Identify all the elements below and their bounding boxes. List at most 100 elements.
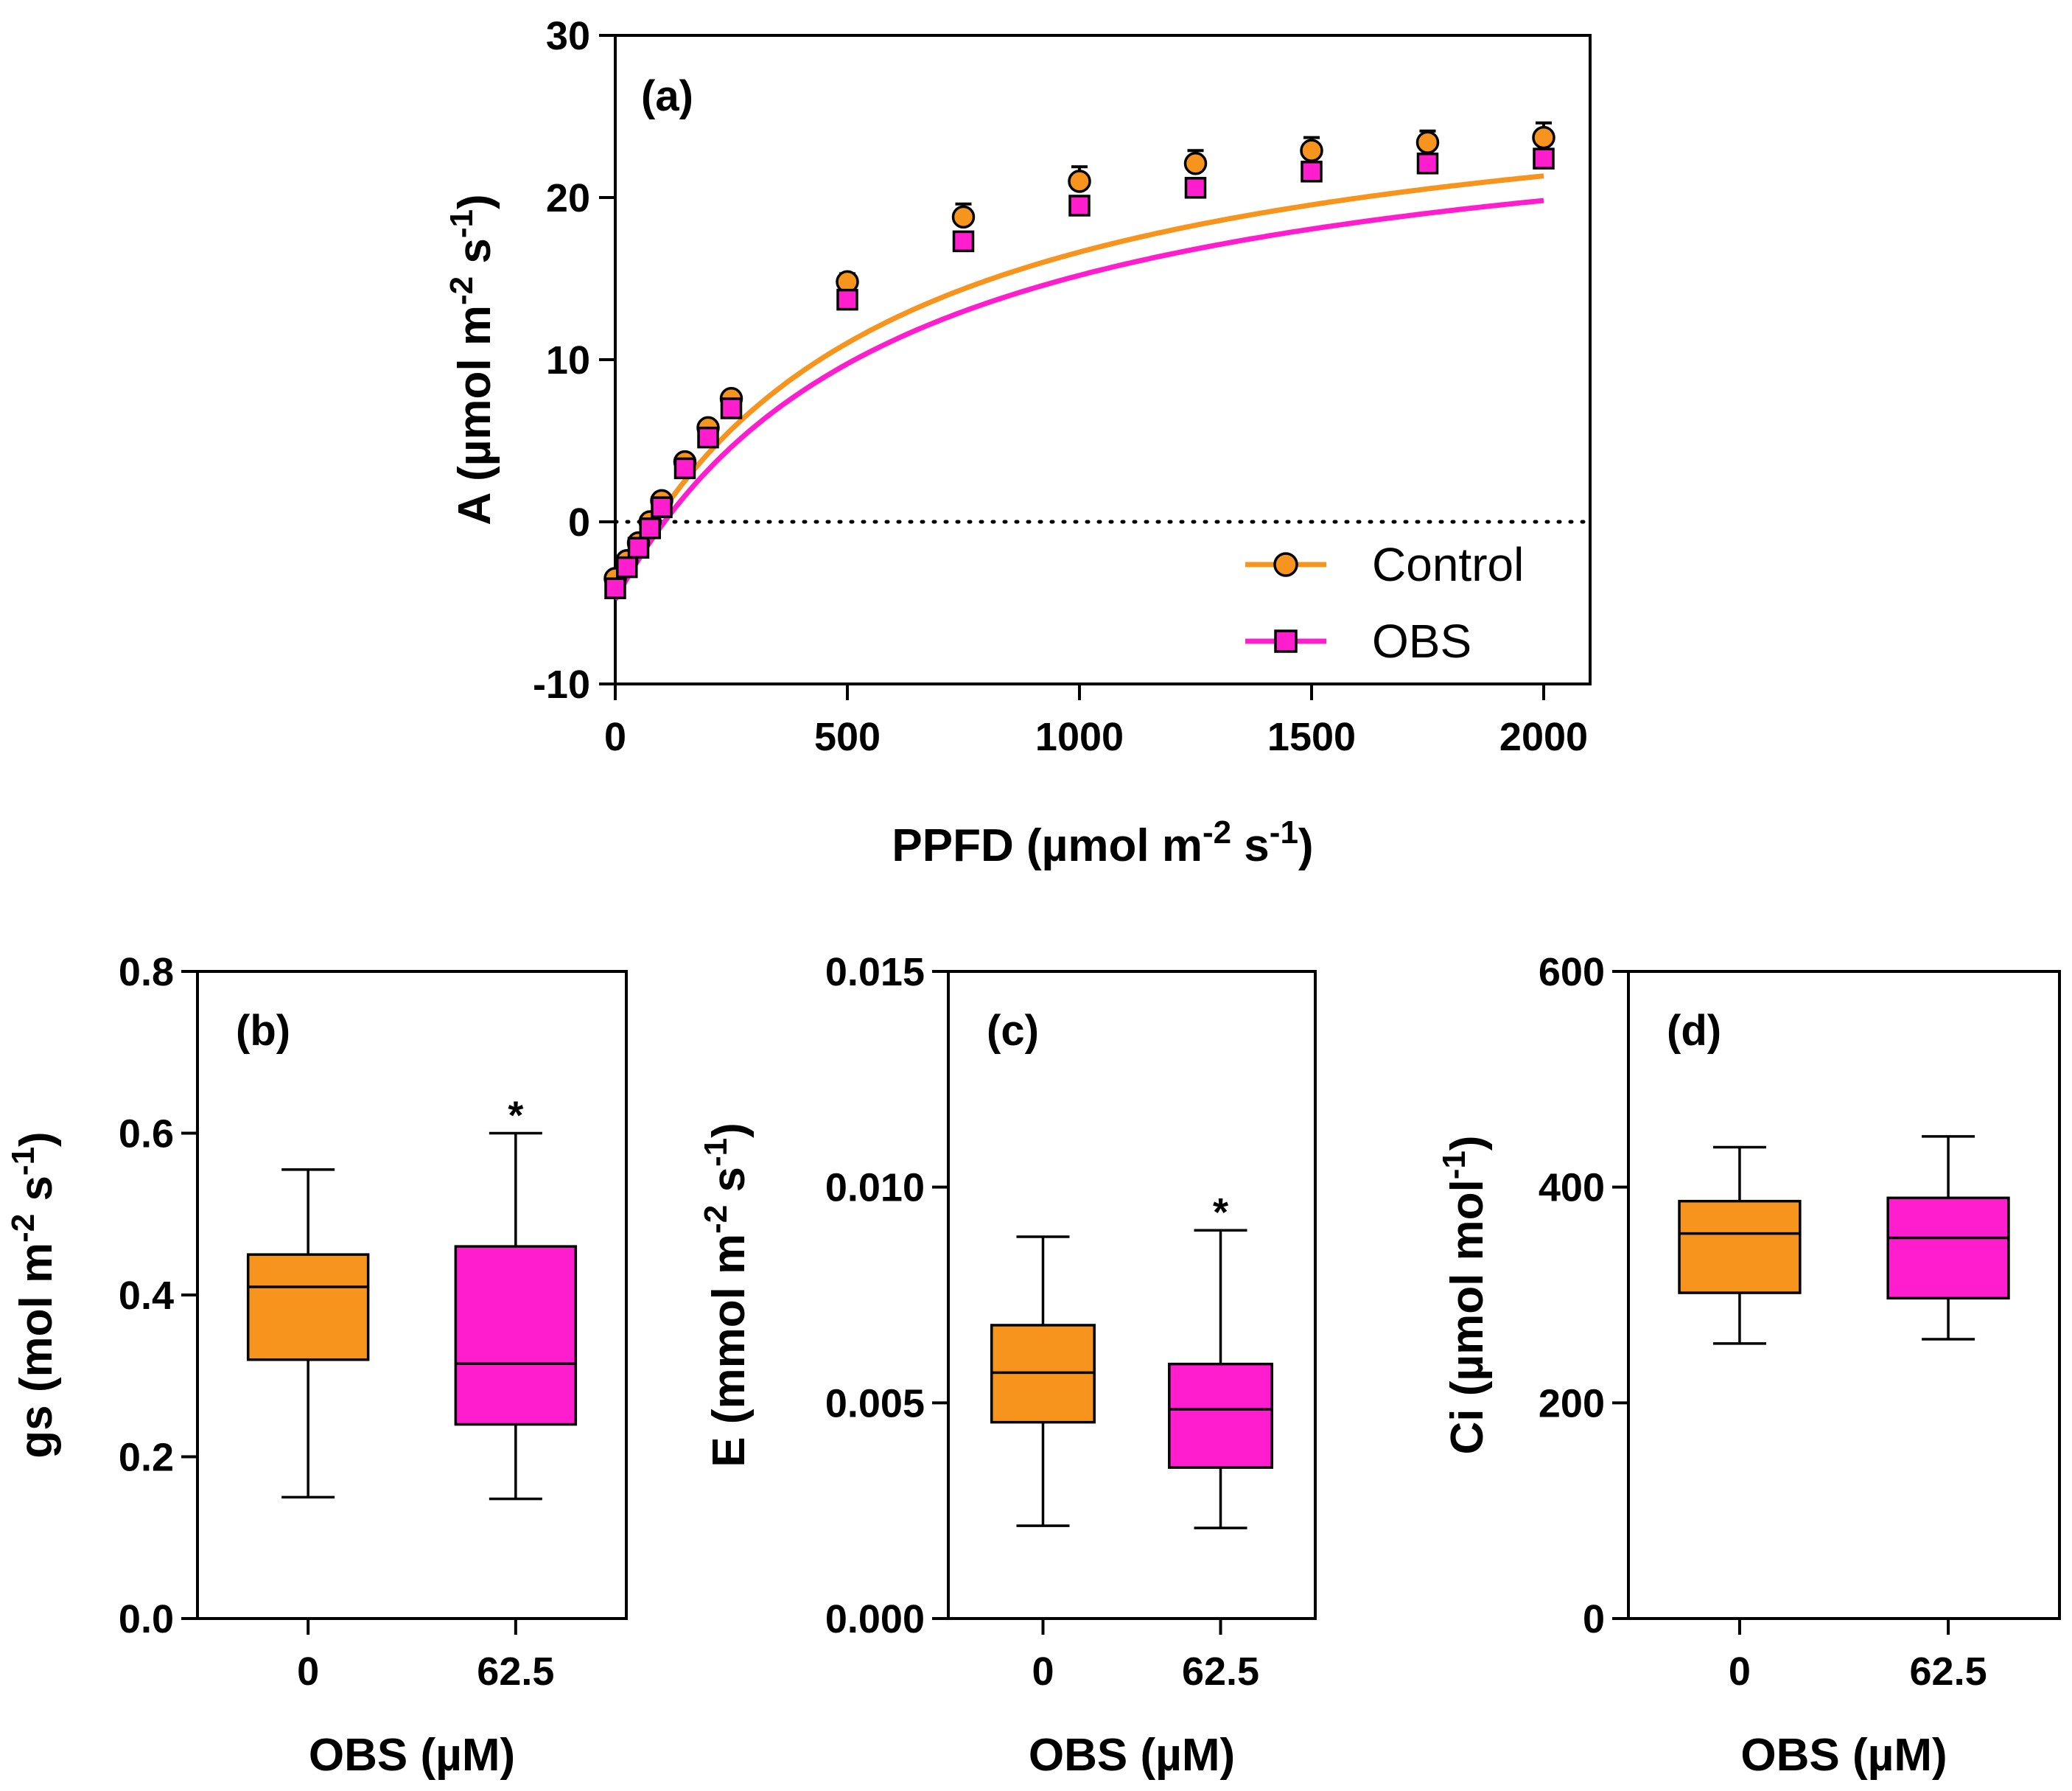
data-point-obs (616, 556, 638, 579)
data-point-obs (639, 517, 661, 540)
label-superscript: -2 (1203, 814, 1231, 851)
label-superscript: -1 (698, 1138, 734, 1167)
y-tick-label-a: 20 (546, 176, 590, 220)
label-segment: PPFD (µmol m (892, 820, 1203, 871)
data-point-obs (836, 288, 858, 311)
panel-d: 0 200 400 600 0 62.5 (d) OBS (µM) Ci (µmol mol-1… (1436, 950, 2061, 1781)
y-axis-title-c: E (mmol m-2 s-1) (698, 1123, 755, 1467)
x-tick-label-c: 62.5 (1182, 1649, 1259, 1694)
data-point-control (1532, 125, 1555, 150)
panel-label-c: (c) (987, 1007, 1039, 1055)
label-segment: ) (1298, 820, 1314, 871)
label-segment: ) (449, 194, 500, 209)
label-superscript: -1 (5, 1147, 41, 1176)
y-tick-label-b: 0.0 (119, 1597, 174, 1641)
x-tick-label-c: 0 (1032, 1649, 1054, 1694)
label-segment: ) (1442, 1135, 1493, 1151)
label-segment: ) (11, 1131, 62, 1147)
label-superscript: -1 (444, 209, 480, 238)
label-segment: s (704, 1167, 755, 1205)
x-tick-label-a: 1500 (1267, 715, 1356, 759)
data-point-control (1068, 170, 1091, 193)
data-point-control (951, 205, 976, 229)
y-tick-label-d: 200 (1539, 1381, 1605, 1425)
x-axis-title-d: OBS (µM) (1740, 1730, 1947, 1781)
legend-marker-control (1273, 552, 1298, 577)
x-tick-label-a: 1000 (1035, 715, 1124, 759)
x-tick-label-a: 2000 (1499, 715, 1588, 759)
label-segment: ) (704, 1123, 755, 1138)
x-axis-title-b: OBS (µM) (309, 1730, 515, 1781)
x-axis-title-c: OBS (µM) (1029, 1730, 1235, 1781)
data-point-obs (697, 426, 719, 449)
data-point-obs (952, 230, 975, 253)
label-superscript: -2 (444, 276, 480, 305)
label-segment: gs (mol m (11, 1243, 62, 1459)
significance-mark: * (508, 1094, 523, 1138)
label-superscript: -1 (1270, 814, 1298, 851)
y-tick-label-a: 0 (568, 500, 590, 545)
y-tick-label-c: 0.005 (825, 1381, 925, 1425)
label-segment: s (11, 1176, 62, 1214)
box-control (1678, 1199, 1802, 1294)
panel-label-a: (a) (641, 72, 693, 120)
legend-label-obs: OBS (1372, 615, 1471, 668)
x-tick-label-b: 0 (297, 1649, 319, 1694)
data-point-obs (1184, 177, 1207, 199)
label-segment: s (449, 238, 500, 276)
y-axis-title-b: gs (mol m-2 s-1) (5, 1131, 63, 1458)
y-tick-label-a: 10 (546, 338, 590, 383)
y-tick-label-c: 0.015 (825, 950, 925, 994)
y-tick-label-b: 0.6 (119, 1112, 174, 1156)
data-point-obs (651, 496, 673, 518)
legend-marker-obs (1274, 629, 1298, 653)
y-tick-label-c: 0.000 (825, 1597, 925, 1641)
label-segment: s (1231, 820, 1270, 871)
fit-curve-obs (612, 198, 1544, 601)
plot-frame-d (1627, 970, 2061, 1620)
x-tick-label-b: 62.5 (477, 1649, 554, 1694)
label-segment: E (mmol m (704, 1234, 755, 1467)
y-tick-label-a: 30 (546, 14, 590, 58)
label-superscript: -2 (5, 1214, 41, 1243)
box-obs (454, 1245, 578, 1426)
x-tick-label-a: 500 (814, 715, 881, 759)
box-obs (1168, 1362, 1273, 1469)
x-tick-label-d: 62.5 (1910, 1649, 1987, 1694)
y-axis-title-a: A (µmol m-2 s-1) (444, 194, 501, 525)
panel-label-d: (d) (1667, 1007, 1721, 1055)
y-tick-label-c: 0.010 (825, 1166, 925, 1210)
panel-label-b: (b) (236, 1007, 290, 1055)
y-tick-label-a: -10 (533, 663, 590, 707)
box-control (246, 1253, 370, 1361)
y-tick-label-d: 0 (1583, 1597, 1605, 1641)
data-point-obs (1416, 153, 1439, 175)
data-point-obs (720, 397, 743, 419)
x-axis-title-a: PPFD (µmol m-2 s-1) (892, 814, 1313, 872)
label-segment: Ci (µmol mol (1442, 1179, 1493, 1454)
data-point-control (1300, 139, 1323, 162)
data-point-obs (1301, 161, 1323, 183)
data-point-control (1415, 130, 1440, 154)
data-point-obs (604, 577, 626, 599)
x-tick-label-d: 0 (1729, 1649, 1751, 1694)
legend-label-control: Control (1372, 538, 1524, 591)
y-tick-label-b: 0.8 (119, 950, 174, 994)
plot-frame-c (947, 970, 1317, 1620)
y-tick-label-b: 0.4 (119, 1274, 174, 1318)
data-point-obs (1533, 147, 1555, 170)
y-axis-title-d: Ci (µmol mol-1) (1436, 1135, 1494, 1454)
data-point-obs (1068, 195, 1091, 217)
label-segment: A (µmol m (449, 305, 500, 526)
y-tick-label-b: 0.2 (119, 1436, 174, 1480)
panel-c: 0.000 0.005 0.010 0.015 0 62.5 * (c) OBS (µM) E (… (698, 950, 1317, 1781)
panel-b: 0.0 0.2 0.4 0.6 0.8 0 62.5 * (b) OBS (µM) gs (mol … (5, 950, 628, 1781)
data-point-obs (627, 537, 650, 559)
label-superscript: -2 (698, 1205, 734, 1234)
label-superscript: -1 (1436, 1151, 1472, 1179)
fit-curve-control (612, 173, 1544, 593)
data-point-control (1183, 152, 1208, 175)
y-tick-label-d: 600 (1539, 950, 1605, 994)
